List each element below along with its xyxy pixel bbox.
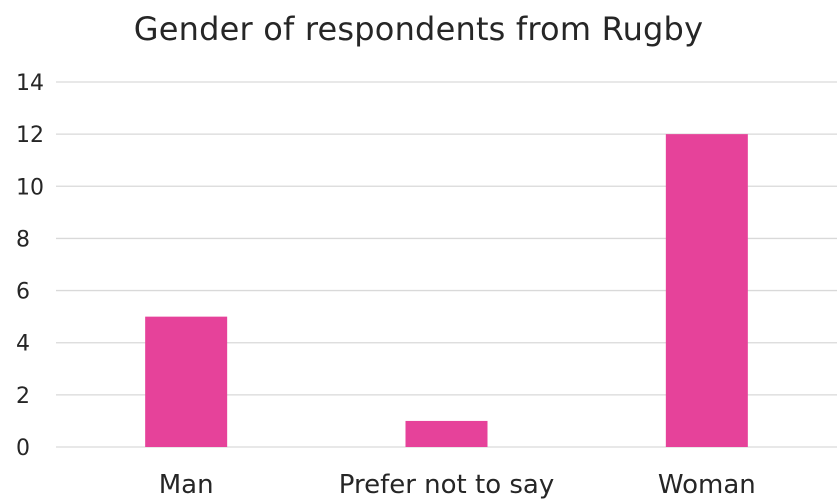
y-tick-label: 2 xyxy=(16,384,30,409)
y-tick-label: 12 xyxy=(16,123,44,148)
chart-title: Gender of respondents from Rugby xyxy=(0,10,837,48)
y-tick-label: 0 xyxy=(16,436,30,461)
x-tick-label: Prefer not to say xyxy=(339,470,555,499)
y-tick-label: 4 xyxy=(16,332,30,357)
y-tick-label: 8 xyxy=(16,227,30,252)
bar-man xyxy=(145,317,227,447)
x-axis-ticks: Man Prefer not to say Woman xyxy=(159,470,756,499)
bar-prefer-not-to-say xyxy=(406,421,488,447)
x-tick-label: Woman xyxy=(658,470,756,499)
x-tick-label: Man xyxy=(159,470,214,499)
y-axis-ticks: 0 2 4 6 8 10 12 14 xyxy=(16,71,44,461)
bar-woman xyxy=(666,134,748,447)
y-tick-label: 6 xyxy=(16,280,30,305)
y-tick-label: 10 xyxy=(16,175,44,200)
y-tick-label: 14 xyxy=(16,71,44,96)
